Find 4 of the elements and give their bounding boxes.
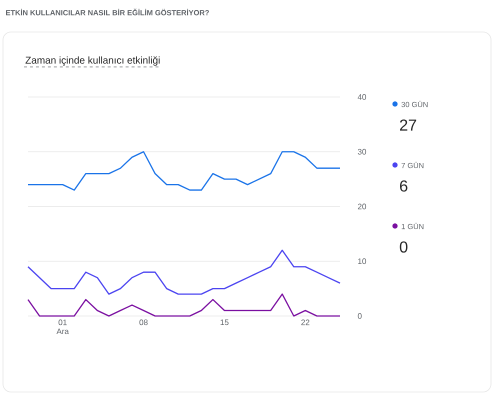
chart-subtitle: Zaman içinde kullanıcı etkinliği bbox=[26, 56, 160, 66]
text: 6 bbox=[400, 180, 408, 192]
text: 0 bbox=[400, 241, 408, 253]
text: 27 bbox=[400, 119, 416, 131]
